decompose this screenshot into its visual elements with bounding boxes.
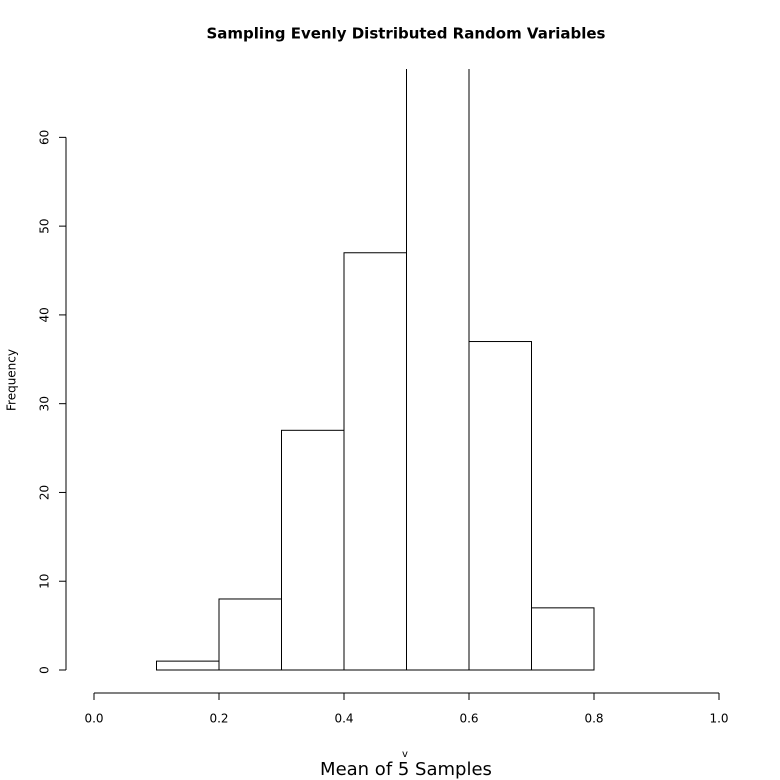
x-tick-label: 1.0	[709, 712, 728, 726]
y-tick-label: 60	[38, 130, 52, 145]
x-tick-label: 0.0	[84, 712, 103, 726]
chart-title: Sampling Evenly Distributed Random Varia…	[207, 25, 606, 43]
x-tick-label: 0.2	[209, 712, 228, 726]
bar	[531, 607, 595, 671]
x-axis-label: Mean of 5 Samples	[320, 759, 492, 780]
bar	[343, 252, 407, 671]
bar	[156, 660, 220, 671]
y-tick-label: 30	[38, 396, 52, 411]
bar	[281, 429, 345, 671]
bar	[218, 598, 282, 671]
x-axis-label-accent: v	[402, 749, 408, 760]
y-tick-label: 10	[38, 574, 52, 589]
y-tick-label: 50	[38, 218, 52, 233]
y-tick-label: 20	[38, 485, 52, 500]
bar	[468, 341, 532, 671]
bar	[406, 69, 470, 671]
x-tick-label: 0.4	[334, 712, 353, 726]
y-tick-label: 0	[38, 666, 52, 674]
bars	[156, 69, 595, 671]
y-tick-label: 40	[38, 307, 52, 322]
y-axis-label: Frequency	[5, 349, 19, 411]
x-tick-label: 0.8	[584, 712, 603, 726]
x-tick-label: 0.6	[459, 712, 478, 726]
